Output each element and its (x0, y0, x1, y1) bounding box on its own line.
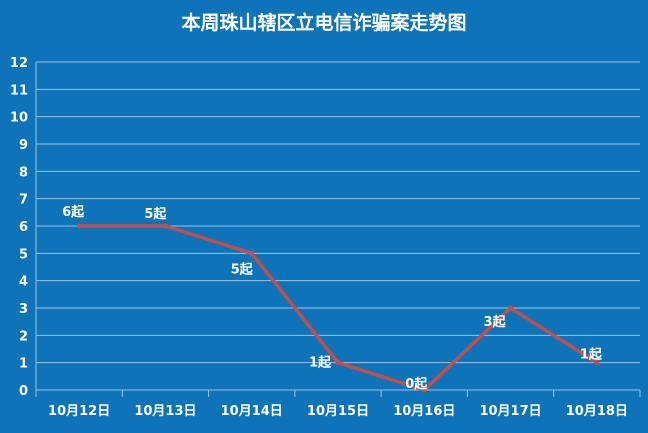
x-tick-label: 10月17日 (479, 404, 541, 419)
data-label: 0起 (405, 376, 428, 392)
data-point (508, 305, 514, 311)
y-tick-label: 2 (19, 329, 28, 344)
data-point (335, 360, 341, 366)
y-tick-label: 11 (10, 83, 28, 98)
chart-title: 本周珠山辖区立电信诈骗案走势图 (181, 12, 467, 34)
y-tick-label: 3 (19, 302, 28, 317)
y-tick-label: 4 (19, 275, 28, 290)
data-label: 3起 (484, 314, 507, 330)
y-tick-label: 5 (19, 247, 28, 262)
y-tick-label: 6 (19, 220, 28, 235)
data-point (421, 387, 427, 393)
data-label: 1起 (580, 347, 603, 363)
x-tick-label: 10月16日 (393, 404, 455, 419)
y-tick-label: 1 (19, 357, 28, 372)
data-point (162, 223, 168, 229)
y-tick-label: 10 (10, 111, 28, 126)
y-tick-label: 8 (19, 165, 28, 180)
data-point (76, 223, 82, 229)
data-point (249, 250, 255, 256)
y-tick-label: 9 (19, 138, 28, 153)
x-tick-label: 10月18日 (566, 404, 628, 419)
y-tick-label: 12 (10, 56, 28, 71)
x-tick-label: 10月15日 (307, 404, 369, 419)
x-tick-label: 10月14日 (221, 404, 283, 419)
x-tick-label: 10月12日 (48, 404, 110, 419)
y-tick-label: 7 (19, 193, 28, 208)
data-label: 5起 (231, 261, 254, 277)
x-tick-label: 10月13日 (134, 404, 196, 419)
data-point (594, 360, 600, 366)
y-tick-label: 0 (19, 384, 28, 399)
data-label: 5起 (144, 206, 167, 222)
data-label: 1起 (309, 355, 332, 371)
data-label: 6起 (62, 204, 85, 220)
